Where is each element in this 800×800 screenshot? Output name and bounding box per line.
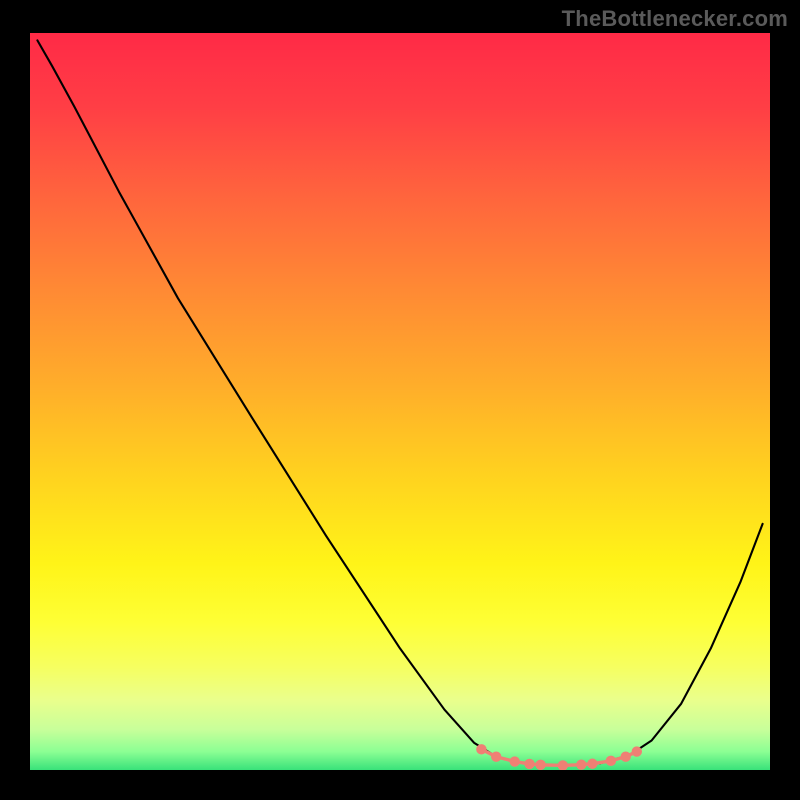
- chart-svg: [30, 33, 770, 770]
- marker-dot: [476, 744, 486, 754]
- marker-dot: [524, 759, 534, 769]
- marker-dot: [632, 746, 642, 756]
- marker-dot: [587, 759, 597, 769]
- gradient-background: [30, 33, 770, 770]
- marker-dot: [576, 759, 586, 769]
- watermark-text: TheBottlenecker.com: [562, 6, 788, 32]
- marker-dot: [621, 752, 631, 762]
- marker-dot: [535, 760, 545, 770]
- chart-container: TheBottlenecker.com: [0, 0, 800, 800]
- marker-dot: [510, 756, 520, 766]
- marker-dot: [491, 752, 501, 762]
- marker-dot: [606, 756, 616, 766]
